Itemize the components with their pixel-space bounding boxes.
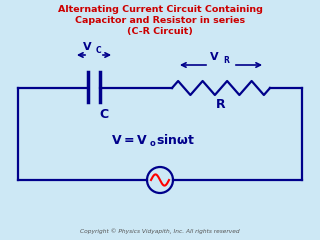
Text: R: R [223, 56, 229, 65]
Text: V: V [210, 52, 219, 62]
Text: (C-R Circuit): (C-R Circuit) [127, 27, 193, 36]
Text: C: C [96, 46, 102, 55]
Text: $\mathbf{sin\omega t}$: $\mathbf{sin\omega t}$ [156, 133, 195, 147]
Text: $\mathbf{V=V}$: $\mathbf{V=V}$ [111, 133, 148, 146]
Text: V: V [84, 42, 92, 52]
Text: Alternating Current Circuit Containing: Alternating Current Circuit Containing [58, 5, 262, 14]
Text: $\mathbf{o}$: $\mathbf{o}$ [149, 138, 156, 148]
Text: Copyright © Physics Vidyapith, Inc. All rights reserved: Copyright © Physics Vidyapith, Inc. All … [80, 228, 240, 234]
Text: Capacitor and Resistor in series: Capacitor and Resistor in series [75, 16, 245, 25]
Text: C: C [100, 108, 108, 121]
Text: R: R [216, 97, 226, 110]
